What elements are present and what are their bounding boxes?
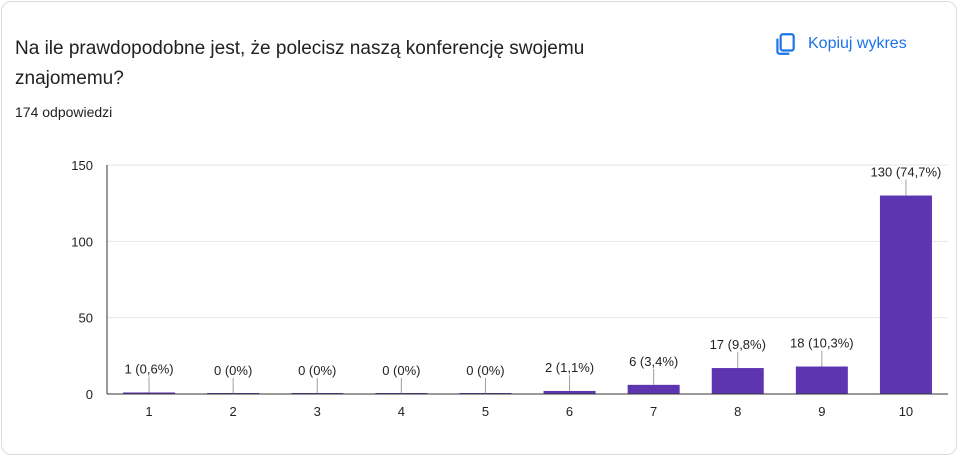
response-count: 174 odpowiedzi <box>15 104 113 120</box>
x-tick-label: 3 <box>314 404 321 419</box>
x-tick-label: 4 <box>398 404 405 419</box>
x-tick-label: 6 <box>566 404 573 419</box>
data-label: 0 (0%) <box>214 363 252 378</box>
x-tick-label: 8 <box>734 404 741 419</box>
data-label: 18 (10,3%) <box>790 336 854 351</box>
x-tick-label: 7 <box>650 404 657 419</box>
data-label: 130 (74,7%) <box>871 165 942 180</box>
bar <box>795 366 848 394</box>
x-tick-label: 9 <box>818 404 825 419</box>
y-tick-label: 50 <box>79 311 93 326</box>
copy-chart-button[interactable]: Kopiuj wykres <box>766 28 913 60</box>
y-tick-label: 150 <box>71 158 93 173</box>
data-label: 6 (3,4%) <box>629 354 678 369</box>
y-tick-label: 0 <box>86 387 93 402</box>
data-label: 0 (0%) <box>382 363 420 378</box>
bar <box>543 390 596 394</box>
y-tick-label: 100 <box>71 234 93 249</box>
data-label: 17 (9,8%) <box>710 337 766 352</box>
bar <box>879 195 932 394</box>
copy-icon <box>776 33 795 55</box>
data-label: 1 (0,6%) <box>124 361 173 376</box>
data-label: 2 (1,1%) <box>545 360 594 375</box>
copy-chart-label: Kopiuj wykres <box>808 35 907 52</box>
x-tick-label: 1 <box>145 404 152 419</box>
bar <box>627 384 680 394</box>
question-title: Na ile prawdopodobne jest, że polecisz n… <box>15 38 585 89</box>
bar <box>711 368 764 394</box>
x-tick-label: 5 <box>482 404 489 419</box>
bar <box>123 392 176 394</box>
x-tick-label: 10 <box>899 404 913 419</box>
data-label: 0 (0%) <box>466 363 504 378</box>
x-tick-label: 2 <box>230 404 237 419</box>
data-label: 0 (0%) <box>298 363 336 378</box>
